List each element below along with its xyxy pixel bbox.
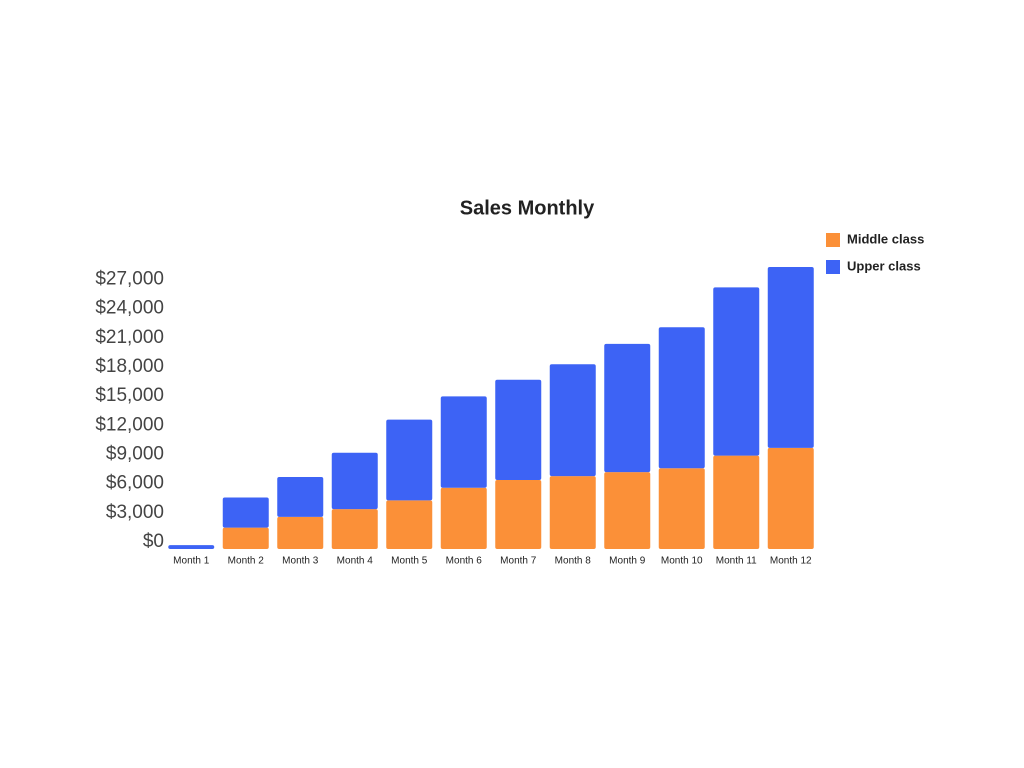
x-tick-label: Month 7 <box>500 556 537 567</box>
bar-segment <box>549 476 596 549</box>
bar-segment <box>331 509 378 549</box>
y-tick-label: $12,000 <box>95 414 164 435</box>
x-tick-label: Month 3 <box>282 556 319 567</box>
x-tick-label: Month 8 <box>555 556 592 567</box>
y-tick-label: $6,000 <box>106 473 164 494</box>
x-tick-label: Month 5 <box>391 556 428 567</box>
chart-title: Sales Monthly <box>460 197 595 219</box>
x-tick-label: Month 2 <box>228 556 265 567</box>
y-tick-label: $3,000 <box>106 502 164 523</box>
bar-segment <box>277 516 324 549</box>
bar-segment <box>604 472 651 549</box>
y-tick-label: $0 <box>143 531 164 552</box>
y-tick-label: $21,000 <box>95 327 164 348</box>
bar-segment <box>222 497 269 528</box>
y-tick-label: $9,000 <box>106 443 164 464</box>
bar-segment <box>713 455 760 549</box>
y-tick-label: $27,000 <box>95 268 164 289</box>
bar-segment <box>440 487 487 549</box>
x-tick-label: Month 12 <box>770 556 812 567</box>
bar-segment <box>222 527 269 549</box>
bar-segment <box>713 287 760 456</box>
bar-segment <box>495 379 542 480</box>
legend-label: Middle class <box>847 231 924 246</box>
bar-segment <box>168 545 215 549</box>
bar-segment <box>767 267 814 448</box>
bar-segment <box>440 396 487 488</box>
bar-segment <box>604 343 651 473</box>
y-tick-label: $18,000 <box>95 356 164 377</box>
legend-swatch <box>826 260 840 274</box>
bar-segment <box>549 364 596 477</box>
x-tick-label: Month 11 <box>716 556 757 567</box>
x-tick-label: Month 1 <box>173 556 210 567</box>
bar-segment <box>331 452 378 510</box>
bar-segment <box>767 447 814 549</box>
x-tick-label: Month 4 <box>337 556 374 567</box>
x-tick-label: Month 9 <box>609 556 646 567</box>
bar-segment <box>386 500 433 549</box>
y-tick-label: $15,000 <box>95 385 164 406</box>
bar-segment <box>386 419 433 501</box>
bar-segment <box>495 479 542 549</box>
bar-segment <box>658 468 705 549</box>
x-tick-label: Month 6 <box>446 556 483 567</box>
legend-swatch <box>826 233 840 247</box>
bar-segment <box>277 477 324 517</box>
y-tick-label: $24,000 <box>95 298 164 319</box>
legend-label: Upper class <box>847 258 921 273</box>
bar-segment <box>658 327 705 469</box>
x-tick-label: Month 10 <box>661 556 703 567</box>
